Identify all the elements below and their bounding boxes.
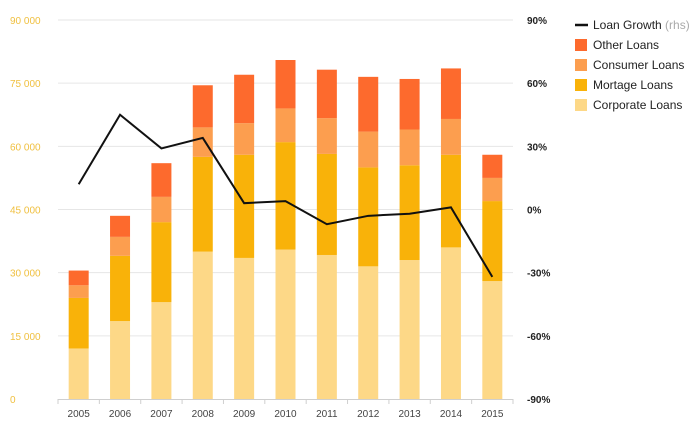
y-left-tick-label: 90 000 <box>10 16 41 27</box>
legend-label: Corporate Loans <box>593 98 682 112</box>
bar-other-loans <box>399 78 420 130</box>
bar-other-loans <box>275 60 296 109</box>
y-left-tick-label: 15 000 <box>10 332 41 343</box>
legend-item-consumer-loans: Consumer Loans <box>575 58 684 72</box>
legend-swatch <box>575 79 587 91</box>
loan-growth-line-group <box>77 113 494 278</box>
bar-corporate-loans <box>399 260 420 399</box>
bar-mortage-loans <box>275 142 296 250</box>
y-left-tick-label: 45 000 <box>10 206 41 217</box>
bar-mortage-loans <box>192 156 213 252</box>
y-left-tick-label: 0 <box>10 395 16 406</box>
bar-mortage-loans <box>358 167 379 267</box>
x-tick-label: 2011 <box>316 409 338 420</box>
bar-mortage-loans <box>68 297 89 349</box>
bar-consumer-loans <box>316 118 337 154</box>
x-tick-label: 2005 <box>68 409 91 420</box>
y-left-tick-label: 60 000 <box>10 142 41 153</box>
bar-consumer-loans <box>234 123 255 155</box>
legend-swatch <box>575 99 587 111</box>
x-tick-label: 2013 <box>398 409 421 420</box>
x-tick-label: 2010 <box>274 409 297 420</box>
bar-corporate-loans <box>68 348 89 399</box>
y-right-tick-label: 60% <box>527 79 547 90</box>
bar-other-loans <box>358 76 379 132</box>
legend: Loan Growth (rhs) Other Loans Consumer Loa… <box>575 18 690 112</box>
legend-label: Loan Growth (rhs) <box>593 18 690 32</box>
bar-corporate-loans <box>440 247 461 399</box>
y-left-tick-label: 75 000 <box>10 79 41 90</box>
bar-mortage-loans <box>110 255 131 322</box>
x-tick-label: 2009 <box>233 409 256 420</box>
bar-other-loans <box>482 154 503 178</box>
bar-consumer-loans <box>482 177 503 202</box>
legend-swatch <box>575 59 587 71</box>
bar-consumer-loans <box>68 285 89 298</box>
bar-consumer-loans <box>399 129 420 166</box>
loan-growth-line <box>77 113 494 278</box>
legend-label: Other Loans <box>593 38 659 52</box>
bar-other-loans <box>68 270 89 286</box>
bar-mortage-loans <box>151 222 172 303</box>
x-tick-label: 2008 <box>192 409 215 420</box>
bar-consumer-loans <box>192 127 213 157</box>
y-right-tick-label: -30% <box>527 269 550 280</box>
bar-mortage-loans <box>399 165 420 261</box>
bar-mortage-loans <box>440 154 461 248</box>
stacked-bars <box>68 60 503 399</box>
x-axis: 2005 2006 2007 2008 2009 2010 2011 2012 2013 2014… <box>57 399 514 420</box>
legend-label: Mortage Loans <box>593 78 673 92</box>
x-tick-label: 2014 <box>440 409 463 420</box>
x-tick-label: 2015 <box>481 409 504 420</box>
x-tick-label: 2006 <box>109 409 132 420</box>
y-axis-right: -90% -60% -30% 0% 30% 60% 90% <box>527 16 550 406</box>
x-tick-label: 2007 <box>150 409 173 420</box>
bar-other-loans <box>440 68 461 119</box>
bar-other-loans <box>192 85 213 128</box>
bar-corporate-loans <box>151 302 172 399</box>
y-right-tick-label: -60% <box>527 332 550 343</box>
bar-consumer-loans <box>151 196 172 223</box>
y-right-tick-label: 90% <box>527 16 547 27</box>
legend-item-loan-growth: Loan Growth (rhs) <box>575 18 690 32</box>
bar-mortage-loans <box>316 153 337 255</box>
bar-corporate-loans <box>482 281 503 399</box>
y-axis-left: 0 15 000 30 000 45 000 60 000 75 000 90 000 <box>10 16 41 406</box>
x-tick-label: 2012 <box>357 409 380 420</box>
bar-corporate-loans <box>275 249 296 399</box>
legend-label: Consumer Loans <box>593 58 684 72</box>
y-right-tick-label: 0% <box>527 206 542 217</box>
bar-corporate-loans <box>358 266 379 399</box>
y-left-tick-label: 30 000 <box>10 269 41 280</box>
bar-mortage-loans <box>234 154 255 258</box>
legend-item-corporate-loans: Corporate Loans <box>575 98 682 112</box>
bar-other-loans <box>234 74 255 124</box>
bar-corporate-loans <box>234 257 255 399</box>
legend-swatch <box>575 39 587 51</box>
legend-rhs-note: (rhs) <box>662 18 690 32</box>
bar-corporate-loans <box>192 251 213 399</box>
bar-mortage-loans <box>482 201 503 282</box>
bar-consumer-loans <box>358 131 379 168</box>
bar-other-loans <box>110 215 131 237</box>
bar-other-loans <box>151 163 172 197</box>
legend-item-mortage-loans: Mortage Loans <box>575 78 673 92</box>
bar-other-loans <box>316 69 337 119</box>
bar-consumer-loans <box>275 108 296 143</box>
legend-item-other-loans: Other Loans <box>575 38 659 52</box>
y-right-tick-label: 30% <box>527 142 547 153</box>
bar-corporate-loans <box>316 254 337 399</box>
y-right-tick-label: -90% <box>527 395 550 406</box>
bar-corporate-loans <box>110 321 131 399</box>
bar-consumer-loans <box>440 118 461 155</box>
bar-consumer-loans <box>110 236 131 256</box>
